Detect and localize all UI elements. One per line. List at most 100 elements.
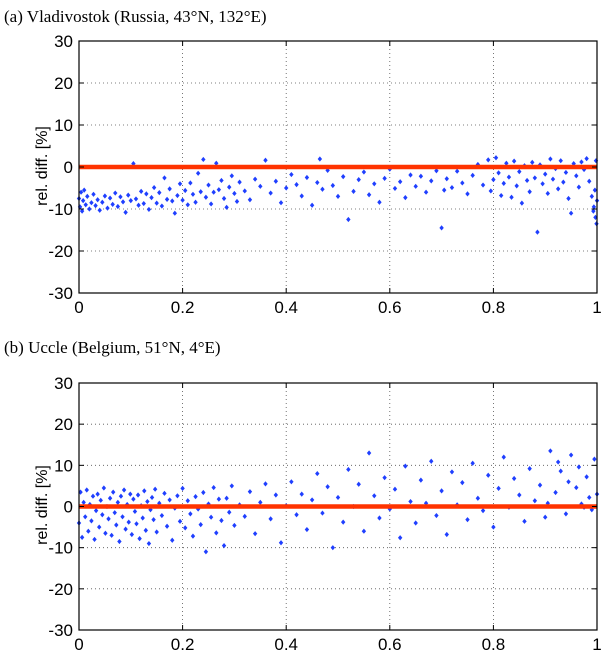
data-point xyxy=(167,497,172,503)
data-point xyxy=(566,479,571,485)
data-point xyxy=(103,530,108,536)
data-point xyxy=(470,172,475,178)
data-point xyxy=(208,201,214,207)
data-point xyxy=(89,518,94,524)
x-tick-label: 1 xyxy=(592,298,601,317)
data-point xyxy=(252,176,258,182)
data-point xyxy=(221,543,227,549)
y-tick-label: 20 xyxy=(54,74,73,93)
data-point xyxy=(397,535,403,541)
data-point xyxy=(315,470,320,477)
data-point xyxy=(519,200,525,206)
data-point xyxy=(211,484,216,491)
data-point xyxy=(289,171,294,178)
data-point xyxy=(540,181,545,187)
data-point xyxy=(579,501,584,507)
data-point xyxy=(154,200,159,206)
data-point xyxy=(219,517,224,524)
data-point xyxy=(545,190,550,197)
y-tick-label: -10 xyxy=(48,539,73,558)
data-point xyxy=(170,537,175,543)
data-point xyxy=(118,194,123,200)
data-point xyxy=(177,518,183,524)
data-point xyxy=(263,157,268,163)
data-point xyxy=(170,198,175,204)
data-point xyxy=(232,190,237,197)
data-point xyxy=(444,176,449,182)
data-point xyxy=(208,514,214,520)
data-point xyxy=(268,516,273,522)
data-point xyxy=(100,199,105,205)
data-point xyxy=(81,499,86,505)
data-point xyxy=(106,516,111,522)
data-point xyxy=(211,189,216,195)
data-point xyxy=(555,186,561,192)
data-point xyxy=(117,538,122,545)
data-point xyxy=(289,479,294,485)
data-point xyxy=(493,155,499,161)
y-tick-label: -10 xyxy=(48,200,73,219)
chart-panel-uccle: (b) Uccle (Belgium, 51°N, 4°E) rel. diff… xyxy=(4,338,602,654)
data-point xyxy=(537,482,543,488)
data-point xyxy=(563,169,569,176)
data-point xyxy=(299,491,304,497)
y-axis-label: rel. diff. [%] xyxy=(34,465,51,545)
data-point xyxy=(120,199,126,205)
data-point xyxy=(278,540,284,546)
data-point xyxy=(408,172,413,178)
data-point xyxy=(83,514,88,520)
data-point xyxy=(138,188,144,194)
y-tick-label: 10 xyxy=(54,116,73,135)
data-point xyxy=(120,514,125,520)
data-point xyxy=(486,157,491,163)
data-point xyxy=(548,448,553,454)
data-point xyxy=(444,531,449,538)
data-point xyxy=(470,460,475,466)
data-point xyxy=(366,192,372,198)
data-point xyxy=(501,454,506,460)
data-point xyxy=(439,225,444,231)
data-point xyxy=(78,189,84,195)
data-point xyxy=(576,464,582,470)
data-point xyxy=(237,179,242,185)
data-point xyxy=(574,484,579,491)
data-point xyxy=(81,187,87,193)
data-point xyxy=(377,199,382,205)
data-point xyxy=(224,204,229,210)
data-point xyxy=(571,161,576,167)
data-point xyxy=(154,529,159,535)
data-point xyxy=(346,216,351,223)
data-point xyxy=(135,492,141,498)
data-point xyxy=(517,492,522,498)
data-point xyxy=(566,195,571,202)
x-tick-label: 0.6 xyxy=(378,635,402,654)
data-point xyxy=(201,156,206,163)
data-point xyxy=(372,181,377,187)
data-point xyxy=(346,466,351,473)
data-point xyxy=(465,191,470,197)
data-point xyxy=(97,207,102,213)
data-point xyxy=(460,180,465,186)
x-tick-label: 0.8 xyxy=(482,298,506,317)
data-point xyxy=(229,483,235,489)
data-point xyxy=(460,480,465,486)
data-point xyxy=(278,200,284,206)
data-point xyxy=(162,175,167,181)
data-point xyxy=(377,515,382,521)
data-point xyxy=(188,180,193,186)
data-point xyxy=(144,191,149,197)
data-point xyxy=(441,187,447,193)
data-point xyxy=(182,187,188,194)
data-point xyxy=(514,183,519,189)
data-point xyxy=(535,229,540,235)
data-point xyxy=(511,475,517,482)
chart-panel-vladivostok: (a) Vladivostok (Russia, 43°N, 132°E) re… xyxy=(4,7,602,317)
data-point xyxy=(85,193,90,199)
data-point xyxy=(146,540,152,547)
x-tick-label: 1 xyxy=(592,635,601,654)
data-point xyxy=(273,492,279,498)
data-point xyxy=(304,174,310,181)
data-point xyxy=(413,183,418,189)
data-point xyxy=(258,183,263,189)
